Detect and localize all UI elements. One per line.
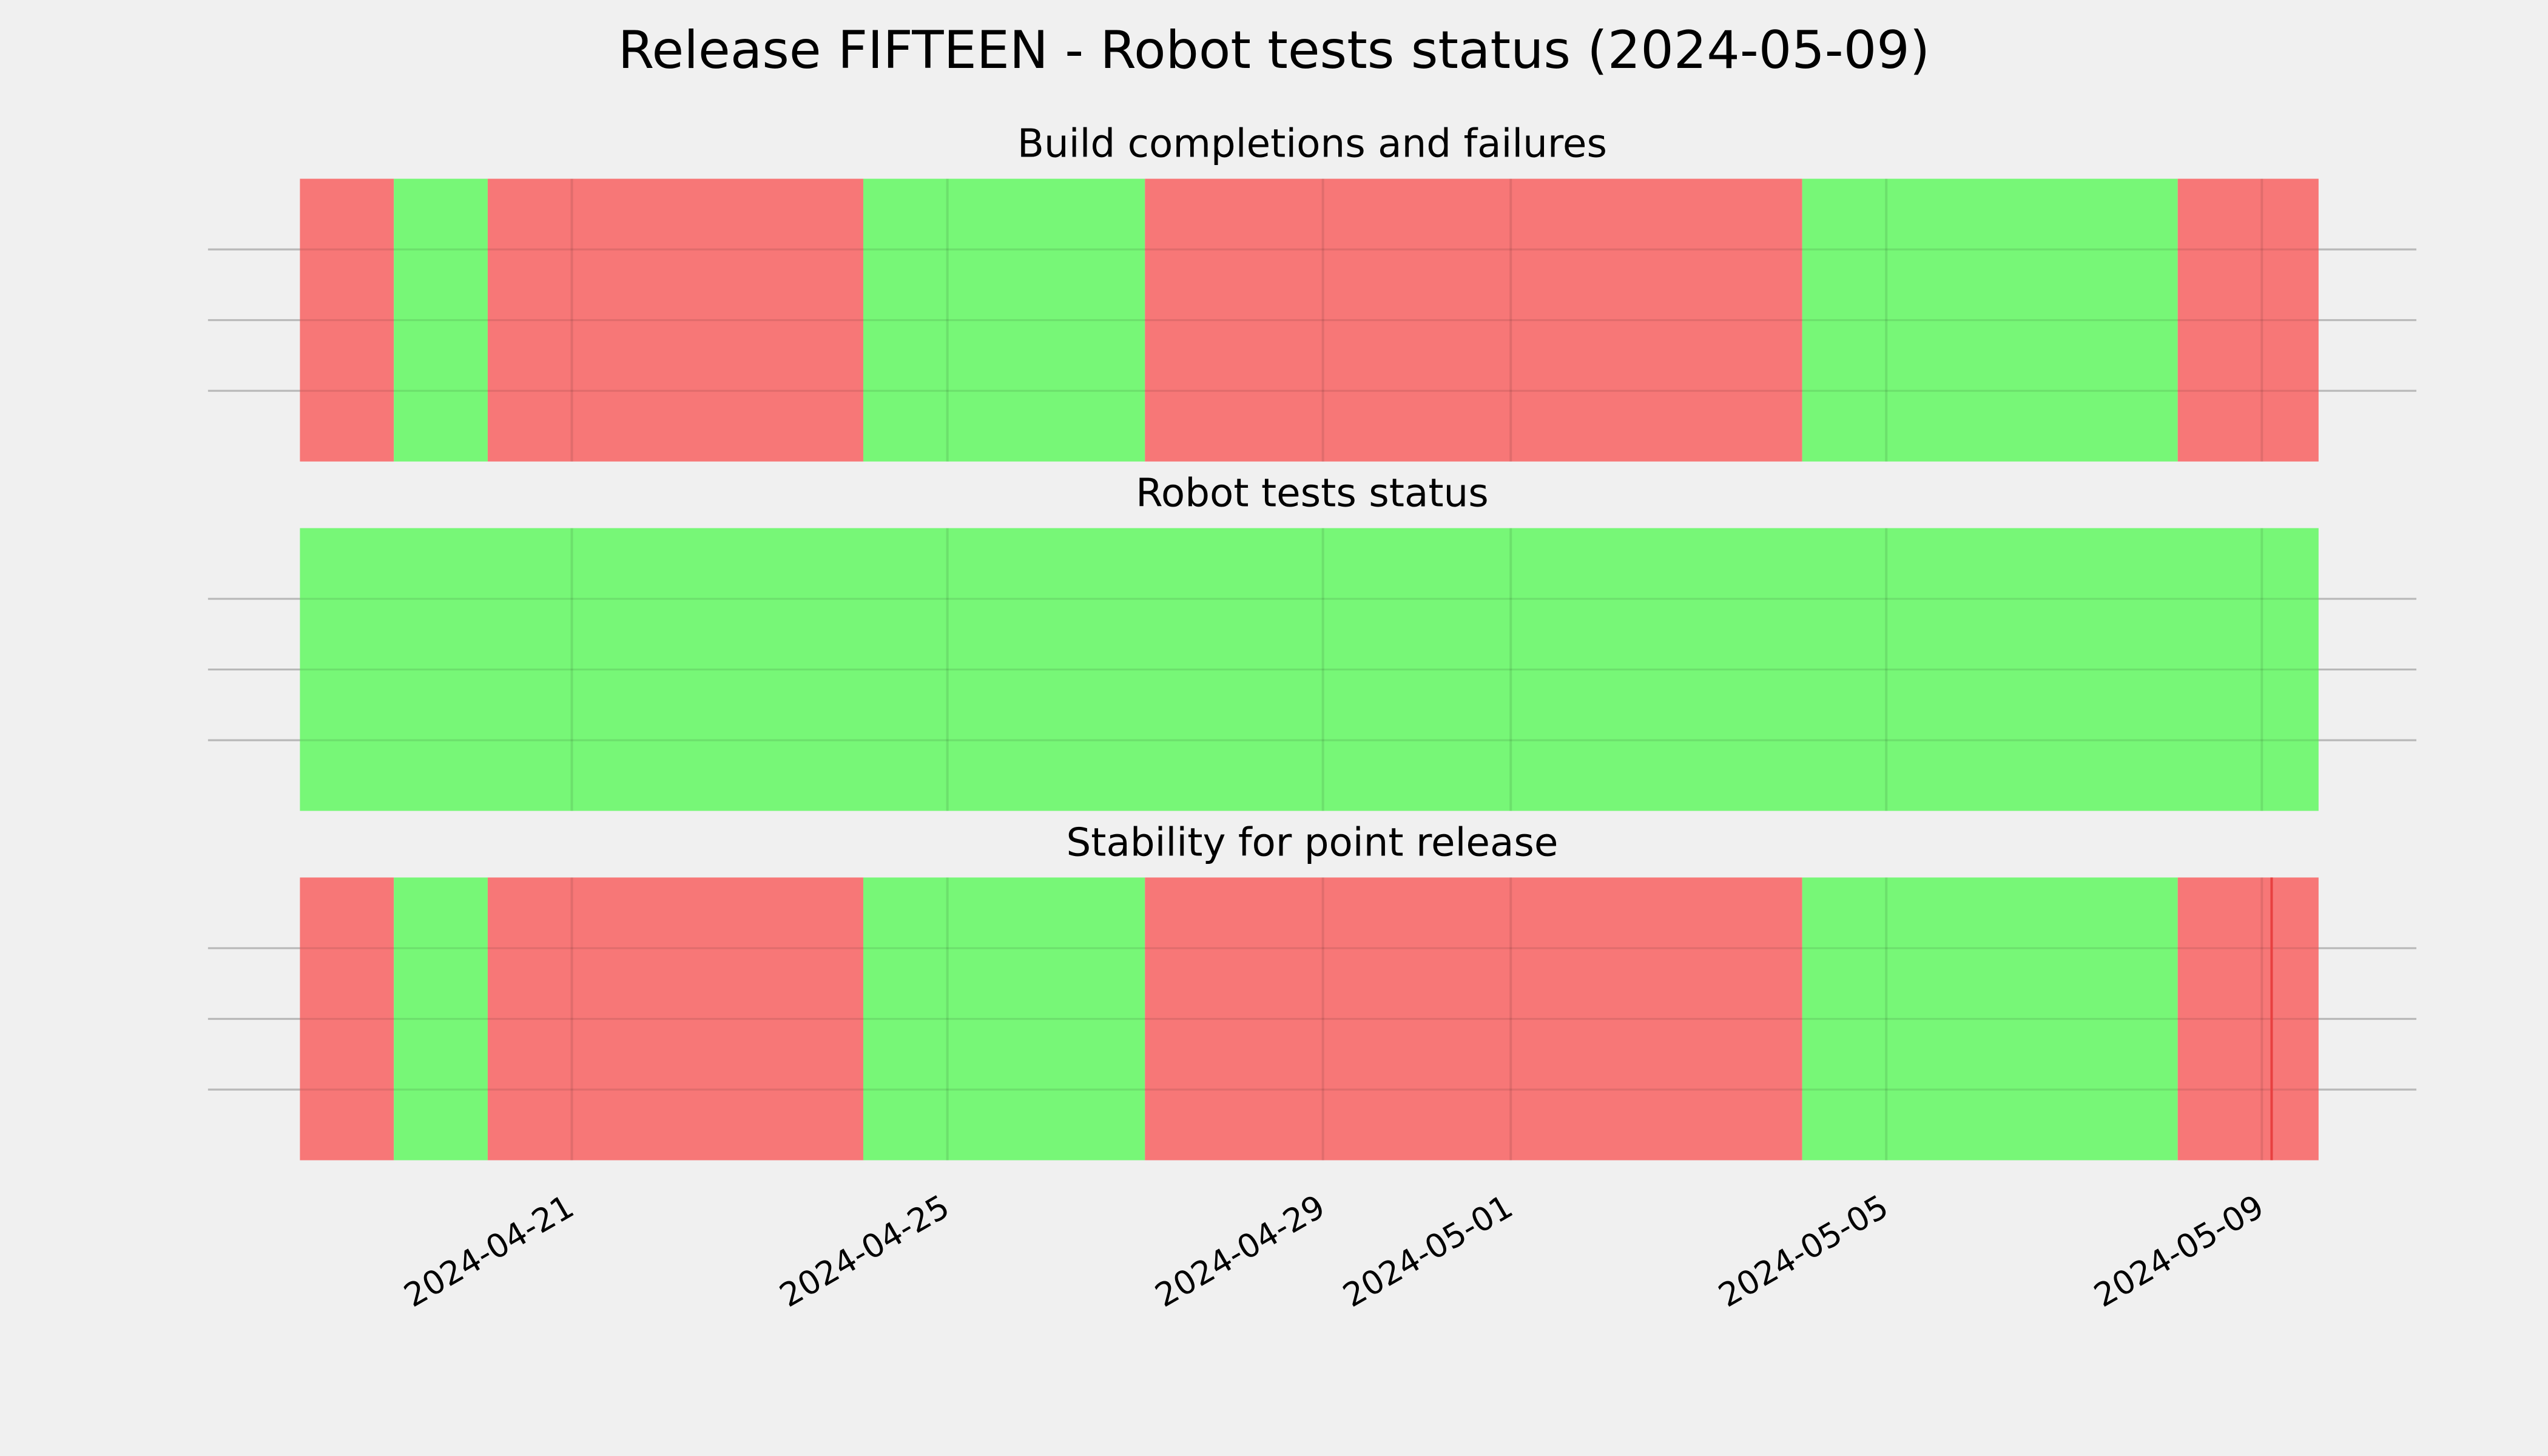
status-span	[300, 528, 2319, 811]
status-span	[863, 178, 1145, 462]
status-span	[2177, 178, 2319, 462]
status-span	[1802, 877, 2178, 1161]
chart-title: Release FIFTEEN - Robot tests status (20…	[618, 20, 1930, 81]
status-span	[487, 877, 863, 1161]
status-span	[1145, 877, 1802, 1161]
panel-title: Build completions and failures	[1017, 121, 1607, 167]
status-span	[2177, 877, 2319, 1161]
panel-title: Stability for point release	[1067, 820, 1559, 865]
status-span	[300, 178, 394, 462]
panel-title: Robot tests status	[1136, 471, 1489, 516]
status-span	[487, 178, 863, 462]
status-span	[863, 877, 1145, 1161]
status-span	[300, 877, 394, 1161]
status-span	[1802, 178, 2178, 462]
status-span	[1145, 178, 1802, 462]
status-span	[394, 178, 488, 462]
status-span	[394, 877, 488, 1161]
